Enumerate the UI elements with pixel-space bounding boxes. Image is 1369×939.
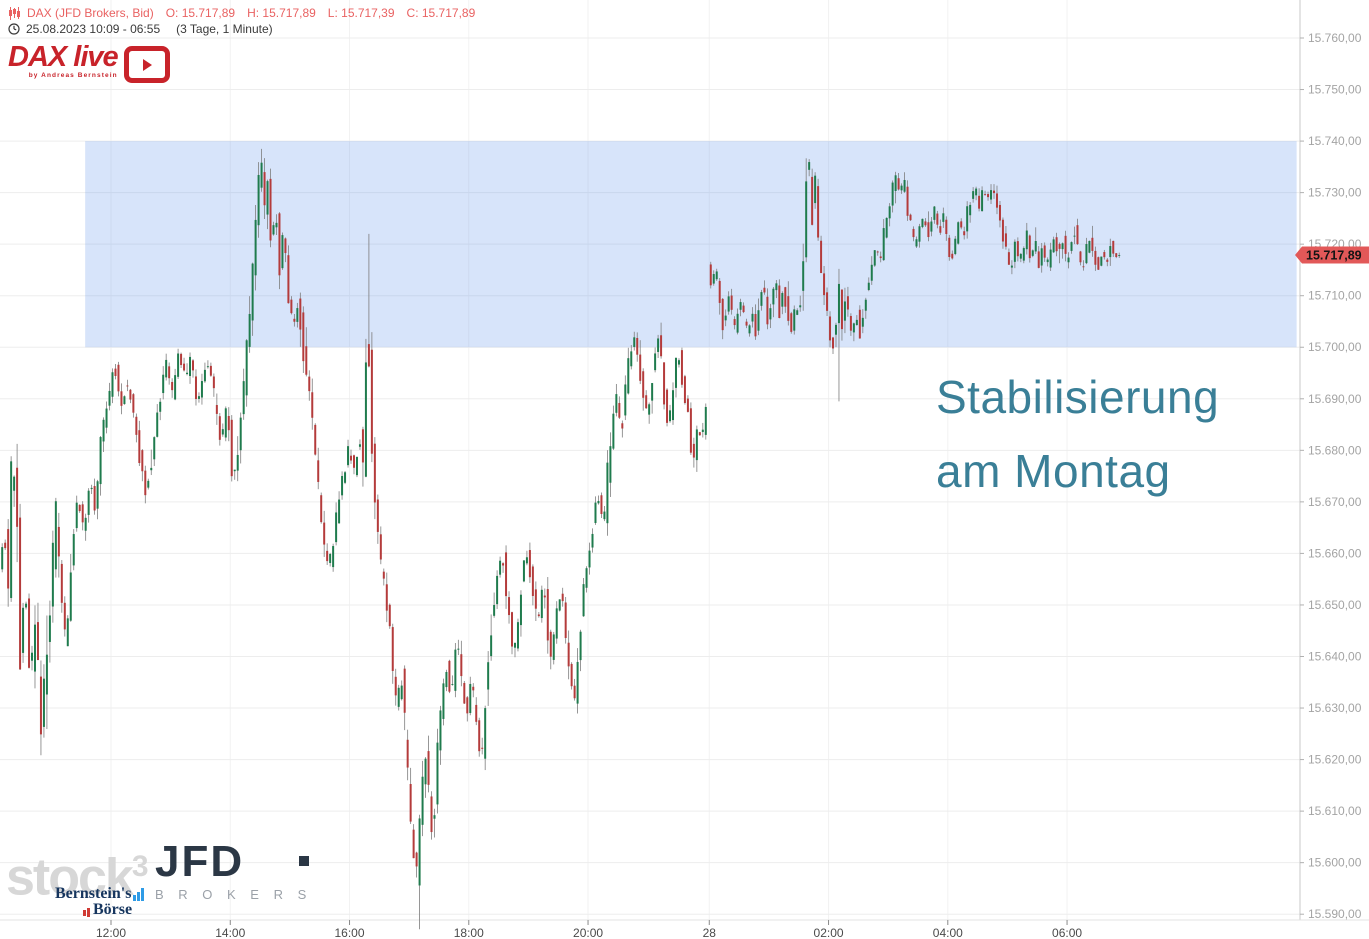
svg-text:06:00: 06:00 xyxy=(1052,926,1082,939)
svg-text:15.717,89: 15.717,89 xyxy=(1306,248,1362,262)
red-candles-icon xyxy=(83,908,90,917)
bar-chart-icon xyxy=(133,888,145,901)
svg-text:15.680,00: 15.680,00 xyxy=(1308,443,1362,457)
svg-text:15.730,00: 15.730,00 xyxy=(1308,186,1362,200)
svg-text:02:00: 02:00 xyxy=(814,926,844,939)
play-button-icon xyxy=(123,46,170,83)
bernsteins-boerse-logo: Bernstein's Börse xyxy=(55,885,145,918)
annotation-line2: am Montag xyxy=(936,445,1171,497)
last-price-tag: 15.717,89 xyxy=(1295,246,1369,264)
instrument-header: DAX (JFD Brokers, Bid) O: 15.717,89 H: 1… xyxy=(8,6,481,20)
svg-text:15.700,00: 15.700,00 xyxy=(1308,340,1362,354)
svg-text:15.610,00: 15.610,00 xyxy=(1308,804,1362,818)
annotation-line1: Stabilisierung xyxy=(936,371,1220,423)
dax-live-subtitle: by Andreas Bernstein xyxy=(28,72,118,79)
svg-text:15.650,00: 15.650,00 xyxy=(1308,598,1362,612)
svg-text:15.640,00: 15.640,00 xyxy=(1308,649,1362,663)
jfd-brokers-logo: JFD B R O K E R S xyxy=(155,836,312,902)
svg-text:04:00: 04:00 xyxy=(933,926,963,939)
clock-icon xyxy=(8,23,20,35)
svg-text:15.740,00: 15.740,00 xyxy=(1308,134,1362,148)
svg-text:15.600,00: 15.600,00 xyxy=(1308,856,1362,870)
svg-text:28: 28 xyxy=(703,926,717,939)
bernstein-label: Bernstein's xyxy=(55,885,132,902)
symbol-label: DAX (JFD Brokers, Bid) xyxy=(27,6,154,20)
svg-text:15.690,00: 15.690,00 xyxy=(1308,392,1362,406)
ohlc-high: H: 15.717,89 xyxy=(247,6,316,20)
svg-text:15.750,00: 15.750,00 xyxy=(1308,83,1362,97)
jfd-brokers-label: B R O K E R S xyxy=(155,887,312,902)
timerange-header: 25.08.2023 10:09 - 06:55 (3 Tage, 1 Minu… xyxy=(8,22,273,36)
stock3-watermark: stock3 xyxy=(6,848,149,907)
svg-text:12:00: 12:00 xyxy=(96,926,126,939)
svg-text:16:00: 16:00 xyxy=(335,926,365,939)
chart-annotation: Stabilisierung am Montag xyxy=(936,360,1219,508)
svg-text:15.620,00: 15.620,00 xyxy=(1308,753,1362,767)
stock3-superscript: 3 xyxy=(131,850,149,883)
svg-text:14:00: 14:00 xyxy=(215,926,245,939)
dax-live-title: DAX live xyxy=(8,41,119,73)
svg-text:20:00: 20:00 xyxy=(573,926,603,939)
ohlc-close: C: 15.717,89 xyxy=(406,6,476,20)
ohlc-open: O: 15.717,89 xyxy=(165,6,236,20)
svg-text:18:00: 18:00 xyxy=(454,926,484,939)
timeframe-label: (3 Tage, 1 Minute) xyxy=(176,22,273,36)
dax-live-logo: DAX live by Andreas Bernstein xyxy=(8,41,170,83)
jfd-candle-body xyxy=(298,856,309,866)
boerse-label: Börse xyxy=(93,901,133,918)
svg-text:15.670,00: 15.670,00 xyxy=(1308,495,1362,509)
svg-text:15.590,00: 15.590,00 xyxy=(1308,907,1362,921)
svg-text:15.710,00: 15.710,00 xyxy=(1308,289,1362,303)
datetime-range: 25.08.2023 10:09 - 06:55 xyxy=(26,22,161,36)
candlestick-icon xyxy=(9,6,20,20)
svg-text:15.760,00: 15.760,00 xyxy=(1308,31,1362,45)
svg-text:15.660,00: 15.660,00 xyxy=(1308,546,1362,560)
ohlc-low: L: 15.717,39 xyxy=(327,6,395,20)
svg-text:15.630,00: 15.630,00 xyxy=(1308,701,1362,715)
